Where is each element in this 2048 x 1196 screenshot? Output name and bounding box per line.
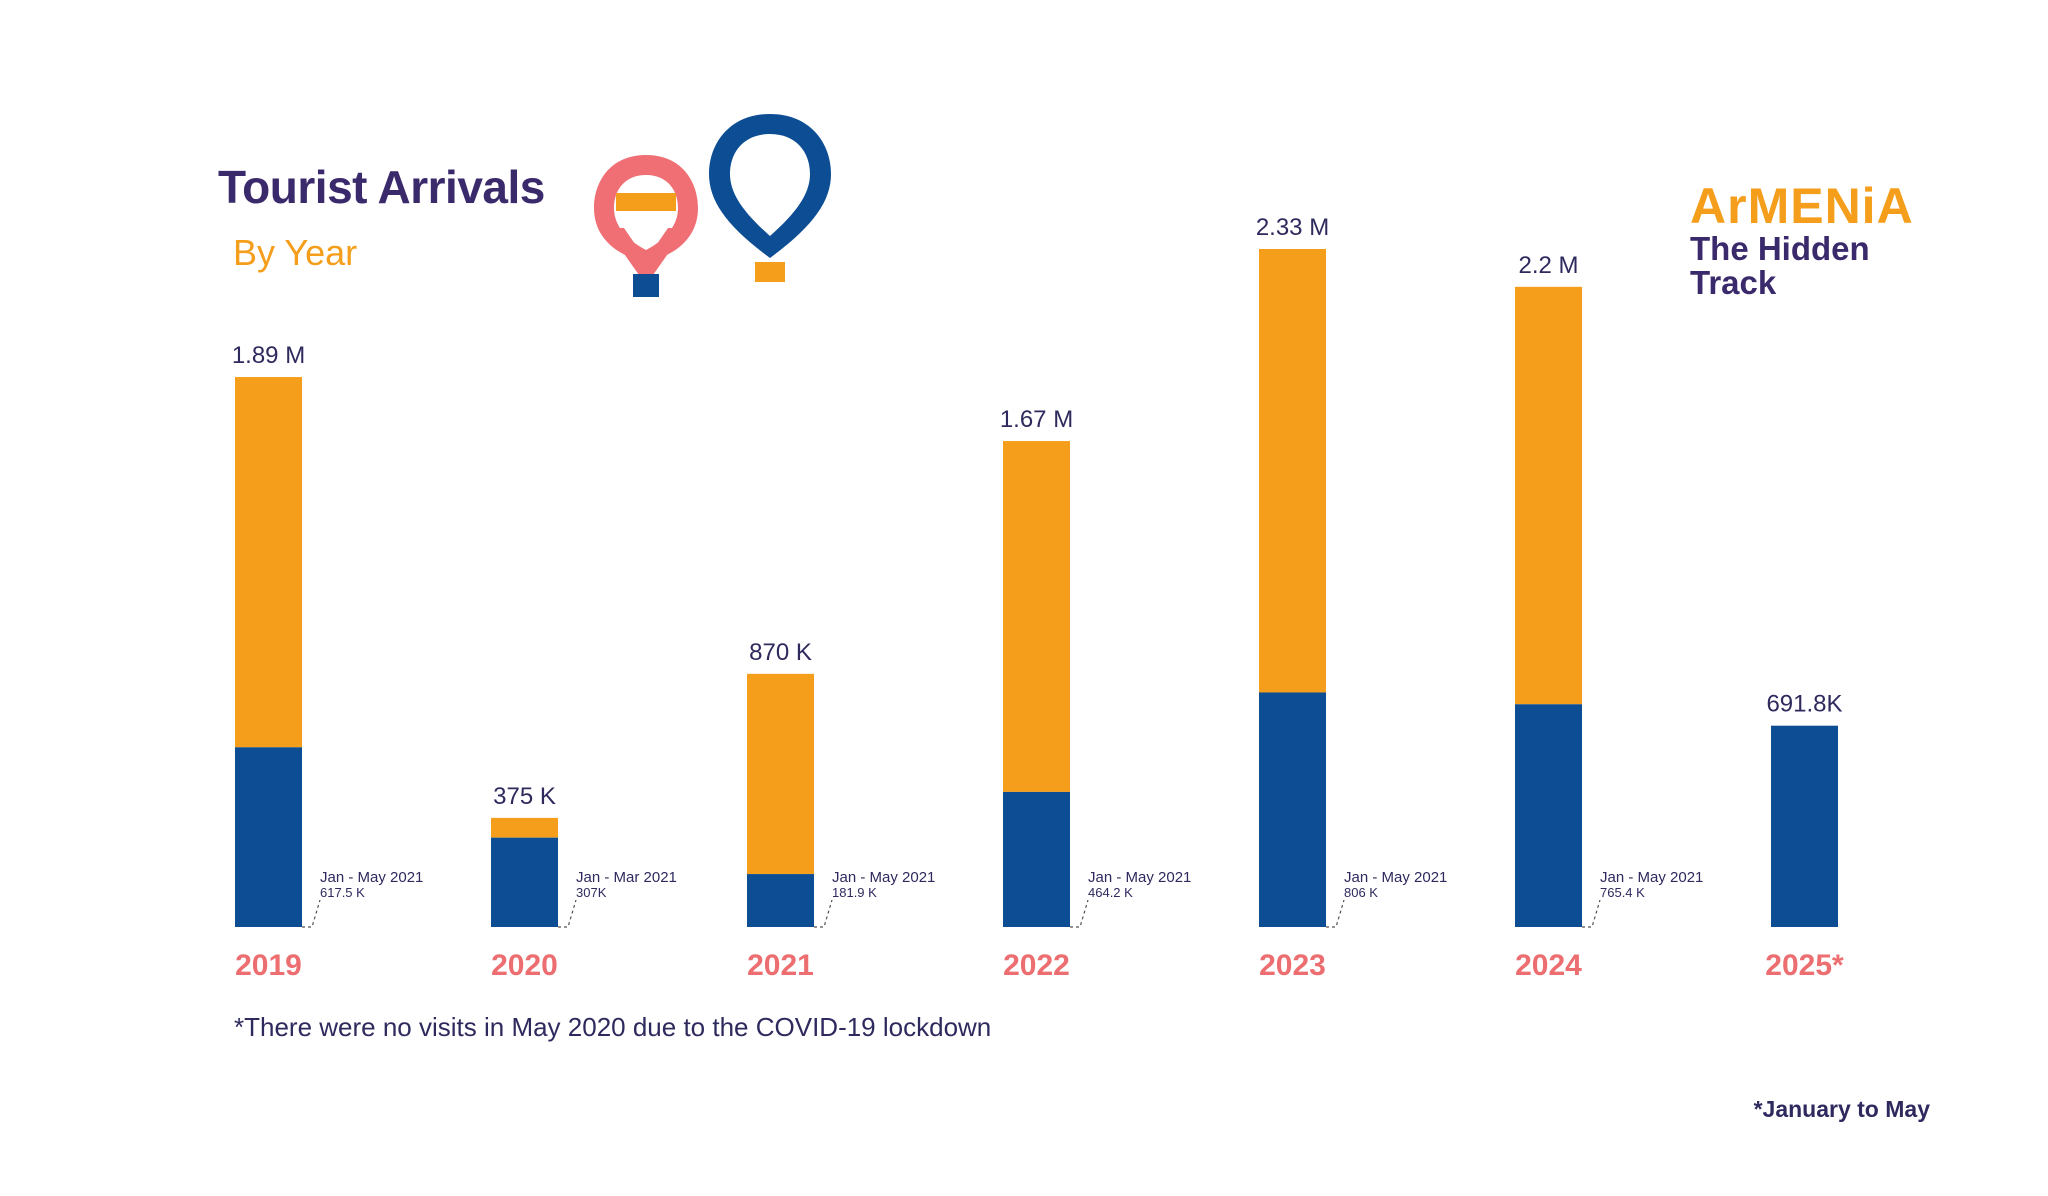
brand-tagline-line1: The Hidden (1690, 230, 1870, 267)
bar-segment-partial (1259, 692, 1326, 927)
annotation-value-label: 181.9 K (832, 885, 877, 900)
bar-total-label: 1.89 M (232, 342, 305, 369)
annotation-value-label: 765.4 K (1600, 885, 1645, 900)
annotation-value-label: 617.5 K (320, 885, 365, 900)
bar-total-label: 1.67 M (1000, 406, 1073, 433)
bar-segment-full-year (1003, 441, 1070, 792)
bar-total-label: 870 K (749, 639, 812, 666)
bar-segment-partial (235, 747, 302, 927)
annotation-period-label: Jan - May 2021 (1600, 869, 1703, 886)
year-tick-label: 2023 (1259, 949, 1326, 982)
bar-segment-full-year (1259, 249, 1326, 693)
annotation-period-label: Jan - May 2021 (320, 869, 423, 886)
annotation-value-label: 806 K (1344, 885, 1378, 900)
bar-segment-full-year (747, 673, 814, 875)
annotation-leader-line (558, 899, 577, 928)
annotation-leader-line (1326, 899, 1345, 928)
annotation-period-label: Jan - Mar 2021 (576, 869, 677, 886)
bar-segment-partial (1515, 704, 1582, 927)
bar-segment-partial (1003, 791, 1070, 927)
annotation-leader-line (1582, 899, 1601, 928)
bar-segment-partial (491, 837, 558, 927)
bar-total-label: 2.33 M (1256, 214, 1329, 241)
bar-total-label: 2.2 M (1518, 252, 1578, 279)
year-tick-label: 2021 (747, 949, 814, 982)
bar-segment-partial (1771, 725, 1838, 927)
bar-total-label: 375 K (493, 783, 556, 810)
brand-tagline-line2: Track (1690, 264, 1777, 301)
annotation-leader-line (1070, 899, 1089, 928)
bar-segment-partial (747, 874, 814, 927)
annotation-leader-line (814, 899, 833, 928)
year-tick-label: 2024 (1515, 949, 1582, 982)
year-tick-label: 2019 (235, 949, 302, 982)
year-tick-label: 2020 (491, 949, 558, 982)
annotation-value-label: 464.2 K (1088, 885, 1133, 900)
page-subtitle: By Year (233, 232, 358, 273)
partial-year-footnote: *January to May (1753, 1096, 1930, 1122)
annotation-value-label: 307K (576, 885, 607, 900)
year-tick-label: 2025* (1765, 949, 1844, 982)
covid-footnote: *There were no visits in May 2020 due to… (234, 1012, 992, 1042)
annotation-period-label: Jan - May 2021 (832, 869, 935, 886)
year-tick-label: 2022 (1003, 949, 1070, 982)
bar-segment-full-year (235, 377, 302, 748)
annotation-period-label: Jan - May 2021 (1344, 869, 1447, 886)
annotation-leader-line (302, 899, 321, 928)
bar-segment-full-year (491, 817, 558, 838)
page-title: Tourist Arrivals (218, 161, 545, 213)
bar-segment-full-year (1515, 286, 1582, 705)
annotation-period-label: Jan - May 2021 (1088, 869, 1191, 886)
bar-total-label: 691.8K (1766, 691, 1842, 718)
brand-logo: ArMENiA The Hidden Track (1690, 180, 1914, 300)
brand-logo-word: ArMENiA (1690, 178, 1914, 234)
